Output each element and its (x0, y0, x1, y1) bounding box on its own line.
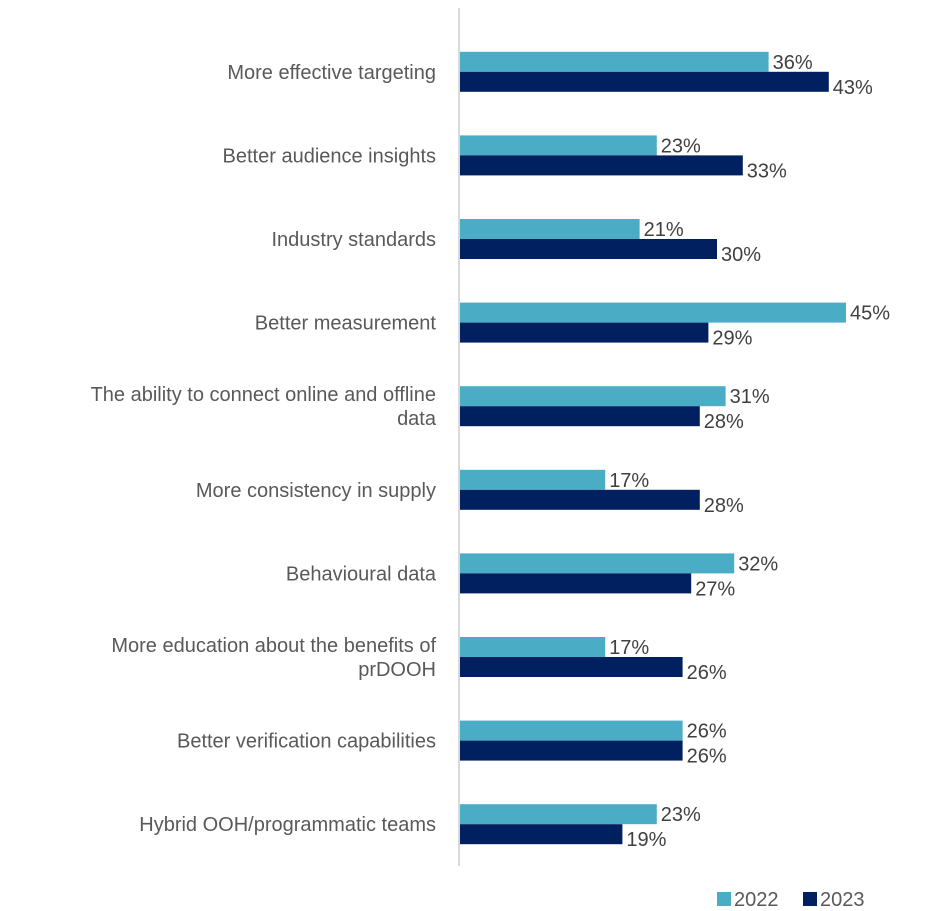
bar-2023 (459, 824, 623, 845)
legend-swatch-2022 (717, 892, 731, 906)
data-label-2022: 26% (687, 721, 727, 743)
data-label-2023: 26% (687, 746, 727, 768)
data-label-2022: 17% (609, 470, 649, 492)
data-label-2022: 23% (661, 804, 701, 826)
data-label-2023: 33% (747, 160, 787, 182)
bar-2023 (459, 406, 700, 427)
category-label: data (397, 408, 437, 430)
bar-2023 (459, 322, 709, 343)
data-label-2023: 43% (833, 77, 873, 99)
category-label: Better measurement (255, 313, 437, 335)
bar-2022 (459, 135, 657, 156)
bar-2022 (459, 637, 606, 657)
category-label: More education about the benefits of (111, 635, 436, 657)
data-label-2022: 31% (730, 386, 770, 408)
bar-2023 (459, 489, 700, 510)
bar-2023 (459, 740, 683, 761)
bar-2022 (459, 553, 735, 574)
category-label: prDOOH (358, 659, 436, 681)
bar-2023 (459, 239, 717, 259)
category-label: More effective targeting (227, 62, 436, 84)
category-label: More consistency in supply (196, 480, 436, 502)
bar-2023 (459, 71, 829, 92)
data-label-2023: 19% (626, 829, 666, 851)
data-label-2022: 21% (644, 219, 684, 241)
bar-2022 (459, 219, 640, 239)
bar-2022 (459, 386, 726, 407)
bar-2022 (459, 469, 606, 490)
category-label: Better audience insights (223, 145, 436, 167)
data-label-2022: 23% (661, 135, 701, 157)
legend-label: 2022 (734, 889, 779, 911)
category-label: Better verification capabilities (177, 731, 436, 753)
bar-2022 (459, 51, 769, 72)
category-label: The ability to connect online and offlin… (91, 384, 436, 406)
legend-label: 2023 (820, 889, 865, 911)
bar-2022 (459, 302, 846, 323)
data-label-2022: 32% (738, 553, 778, 575)
bar-2022 (459, 720, 683, 741)
bar-2022 (459, 804, 657, 825)
plot-area: More effective targeting 36% 43% Better aud… (91, 51, 890, 851)
data-label-2023: 28% (704, 495, 744, 517)
data-label-2022: 17% (609, 637, 649, 659)
data-label-2022: 36% (773, 52, 813, 74)
bar-2023 (459, 657, 683, 677)
category-label: Behavioural data (286, 563, 437, 585)
legend-swatch-2023 (803, 892, 817, 906)
category-label: Industry standards (271, 229, 436, 251)
data-label-2023: 26% (687, 662, 727, 684)
data-label-2022: 45% (850, 303, 890, 325)
data-label-2023: 28% (704, 411, 744, 433)
bar-2023 (459, 155, 743, 176)
category-label: Hybrid OOH/programmatic teams (139, 814, 436, 836)
data-label-2023: 30% (721, 244, 761, 266)
bar-2023 (459, 573, 692, 594)
data-label-2023: 27% (695, 578, 735, 600)
data-label-2023: 29% (712, 328, 752, 350)
legend: 2022 2023 (717, 889, 865, 911)
